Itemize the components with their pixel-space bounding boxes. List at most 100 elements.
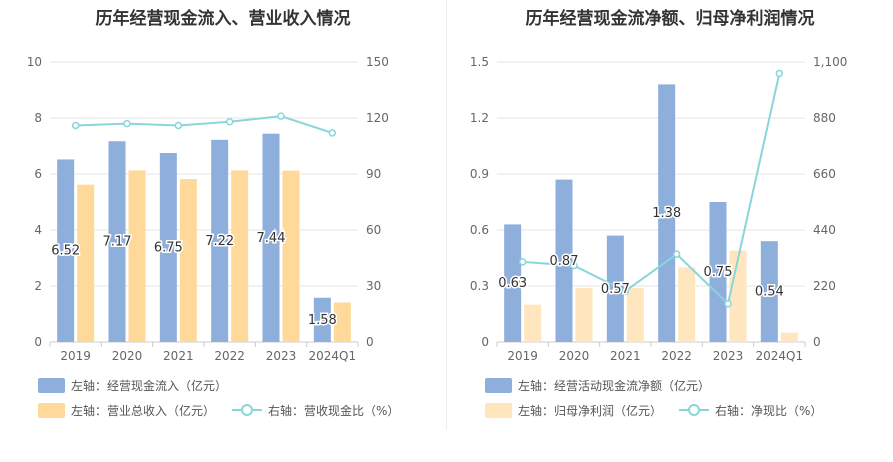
bar-primary xyxy=(555,179,573,342)
panel-divider xyxy=(446,0,447,430)
line-point xyxy=(724,300,732,308)
bar-primary xyxy=(108,141,126,342)
bar-secondary xyxy=(333,302,351,342)
right-axis-tick: 30 xyxy=(366,279,381,293)
legend-label: 右轴：净现比（%） xyxy=(715,403,822,418)
left-axis-tick: 8 xyxy=(34,111,42,125)
left-axis-tick: 1.5 xyxy=(470,55,489,69)
bar-secondary xyxy=(729,250,747,342)
line-series xyxy=(522,73,781,306)
legend-swatch xyxy=(38,378,65,393)
x-axis-label: 2022 xyxy=(214,349,245,363)
right-axis-tick: 60 xyxy=(366,223,381,237)
left-axis-tick: 6 xyxy=(34,167,42,181)
left-axis-tick: 0 xyxy=(34,335,42,349)
bar-primary xyxy=(262,133,280,342)
data-label: 6.75 xyxy=(154,241,183,256)
legend-label: 左轴：归母净利润（亿元） xyxy=(518,403,662,418)
left-axis-tick: 0.3 xyxy=(470,279,489,293)
data-label: 0.57 xyxy=(601,282,630,297)
x-axis-label: 2022 xyxy=(661,349,692,363)
bar-primary xyxy=(760,241,778,342)
bar-secondary xyxy=(128,170,146,342)
data-label: 0.87 xyxy=(550,254,579,269)
x-axis-label: 2021 xyxy=(610,349,641,363)
left-axis-tick: 0 xyxy=(481,335,489,349)
x-axis-label: 2024Q1 xyxy=(756,349,804,363)
line-point xyxy=(570,261,578,270)
data-label: 1.58 xyxy=(308,313,337,328)
bar-secondary xyxy=(626,287,644,342)
x-axis-label: 2019 xyxy=(60,349,91,363)
x-axis-label: 2020 xyxy=(559,349,590,363)
bar-primary xyxy=(504,224,522,342)
bar-secondary xyxy=(231,170,249,342)
data-label: 1.38 xyxy=(652,206,681,221)
line-series xyxy=(75,115,333,134)
bar-secondary xyxy=(780,332,798,342)
bar-primary xyxy=(57,159,75,342)
chart-panel-left: 历年经营现金流入、营业收入情况 0 0 2 30 4 60 6 90 8 120 10 150 2019… xyxy=(0,0,446,458)
bar-primary xyxy=(606,235,624,342)
right-axis-tick: 0 xyxy=(366,335,374,349)
bar-primary xyxy=(159,153,177,342)
legend-label: 左轴：营业总收入（亿元） xyxy=(71,403,215,418)
line-point xyxy=(123,119,131,128)
left-axis-tick: 4 xyxy=(34,223,42,237)
legend-swatch xyxy=(38,403,65,418)
legend-label: 右轴：营收现金比（%） xyxy=(268,403,399,418)
left-axis-tick: 0.9 xyxy=(470,167,489,181)
data-label: 7.44 xyxy=(257,231,286,246)
right-axis-tick: 0 xyxy=(813,335,821,349)
chart-panel-right: 历年经营现金流净额、归母净利润情况 0 0 0.3 220 0.6 440 0.9 660 1.… xyxy=(447,0,893,458)
x-axis-label: 2019 xyxy=(507,349,538,363)
left-axis-tick: 2 xyxy=(34,279,42,293)
bar-secondary xyxy=(282,170,300,342)
chart-title-left: 历年经营现金流入、营业收入情况 xyxy=(95,9,351,29)
data-label: 7.17 xyxy=(103,235,132,250)
legend-label: 左轴：经营现金流入（亿元） xyxy=(71,378,227,393)
legend-line-marker xyxy=(688,404,700,416)
data-label: 0.54 xyxy=(755,285,784,300)
legend-swatch xyxy=(485,378,512,393)
chart-right: 0 0 0.3 220 0.6 440 0.9 660 1.2 880 1.5 1,100 2019 20… xyxy=(470,55,847,418)
bar-primary xyxy=(211,139,229,342)
right-axis-tick: 660 xyxy=(813,167,836,181)
chart-title-right: 历年经营现金流净额、归母净利润情况 xyxy=(525,9,815,29)
line-point xyxy=(225,117,234,126)
right-axis-tick: 90 xyxy=(366,167,381,181)
x-axis-label: 2020 xyxy=(112,349,143,363)
bar-secondary xyxy=(179,179,197,342)
legend-label: 左轴：经营活动现金流净额（亿元） xyxy=(518,378,710,393)
bar-secondary xyxy=(678,267,696,342)
data-label: 0.75 xyxy=(704,265,733,280)
right-axis-tick: 120 xyxy=(366,111,389,125)
x-axis-label: 2023 xyxy=(266,349,297,363)
right-axis-tick: 440 xyxy=(813,223,836,237)
line-point xyxy=(518,258,527,266)
line-point xyxy=(71,121,80,130)
bar-primary xyxy=(658,84,676,343)
right-axis-tick: 1,100 xyxy=(813,55,847,69)
left-axis-tick: 10 xyxy=(27,55,42,69)
line-point xyxy=(174,121,183,130)
chart-left: 0 0 2 30 4 60 6 90 8 120 10 150 2019 2020 2021 2022 2023… xyxy=(27,55,399,418)
data-label: 0.63 xyxy=(498,276,527,291)
right-axis-tick: 150 xyxy=(366,55,389,69)
data-label: 7.22 xyxy=(205,234,234,249)
x-axis-label: 2023 xyxy=(713,349,744,363)
x-axis-label: 2021 xyxy=(163,349,194,363)
left-axis-tick: 0.6 xyxy=(470,223,489,237)
line-point xyxy=(621,287,630,295)
line-point xyxy=(775,69,784,78)
bar-primary xyxy=(313,297,331,342)
line-point xyxy=(672,250,681,258)
bar-primary xyxy=(709,202,727,342)
left-axis-tick: 1.2 xyxy=(470,111,489,125)
line-point xyxy=(328,129,337,137)
x-axis-label: 2024Q1 xyxy=(309,349,357,363)
line-point xyxy=(277,112,285,120)
bar-secondary xyxy=(575,287,593,342)
right-axis-tick: 220 xyxy=(813,279,836,293)
right-axis-tick: 880 xyxy=(813,111,836,125)
